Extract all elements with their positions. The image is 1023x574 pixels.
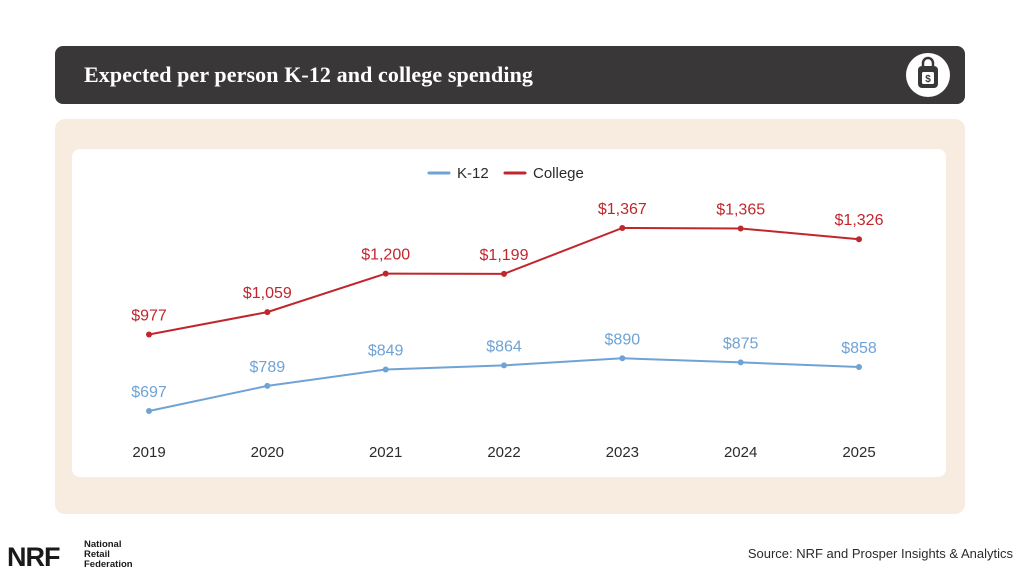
data-label: $1,367 [598,201,647,218]
chart-card: K-12 College $697 $789 $849 $864 $890 $875 $858 $… [72,149,946,477]
x-tick-label: 2023 [606,444,639,461]
x-tick-label: 2020 [251,444,284,461]
legend-label: K-12 [457,165,489,182]
logo-line: Retail [84,549,110,560]
data-point [856,236,862,243]
data-label: $789 [250,359,286,376]
logo-line: Federation [84,559,133,570]
data-point [146,408,152,414]
logo-mark: NRF [7,542,60,572]
data-label: $1,199 [480,247,529,264]
logo-wordmark: National Retail Federation [84,540,133,570]
data-point [501,270,507,277]
data-label: $977 [131,308,167,325]
data-point [737,225,744,232]
data-label: $849 [368,343,404,360]
data-label: $858 [841,340,877,357]
data-label: $875 [723,335,759,352]
data-point [501,362,507,369]
data-point [619,225,626,231]
data-point [264,382,271,389]
data-point [146,331,152,338]
nrf-logo: NRF National Retail Federation [7,540,157,573]
data-point [856,364,862,371]
data-point [737,359,744,366]
x-tick-label: 2024 [724,444,757,461]
data-point [382,270,389,277]
series-line [148,226,860,336]
data-label: $697 [131,384,167,401]
x-tick-label: 2021 [369,444,402,461]
line-chart: K-12 College $697 $789 $849 $864 $890 $875 $858 $… [131,165,884,461]
x-tick-label: 2025 [842,444,875,461]
title-bar: Expected per person K-12 and college spe… [55,46,965,104]
data-label: $1,200 [361,247,410,264]
data-point [619,355,626,362]
data-label: $864 [486,338,522,355]
logo-line: National [84,539,122,550]
x-tick-label: 2019 [132,444,165,461]
data-label: $1,326 [835,212,884,229]
source-note: Source: NRF and Prosper Insights & Analy… [747,546,1013,561]
x-tick-label: 2022 [487,444,520,461]
page-title: Expected per person K-12 and college spe… [84,62,534,87]
data-point [264,309,271,316]
backpack-dollar-icon: $ [906,53,950,97]
svg-text:$: $ [925,74,931,85]
legend-label: College [533,165,584,182]
data-label: $890 [605,331,641,348]
data-point [382,366,389,373]
data-label: $1,059 [243,285,292,302]
data-label: $1,365 [716,202,765,219]
